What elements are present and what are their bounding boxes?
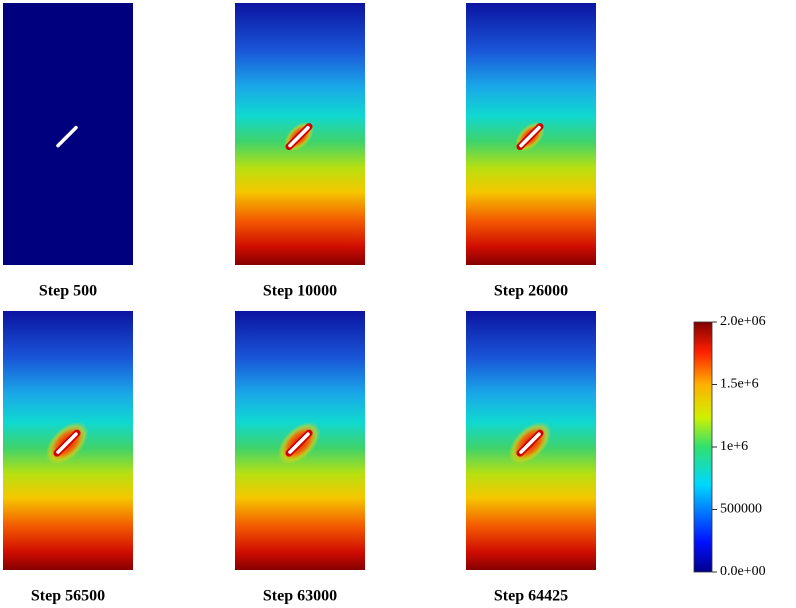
crack <box>288 125 310 148</box>
panel-label: Step 500 <box>39 283 97 300</box>
panel-label: Step 56500 <box>31 588 105 605</box>
crack <box>288 432 310 454</box>
colorbar-tick-label: 1e+6 <box>720 439 748 454</box>
panel <box>466 311 596 570</box>
panel <box>235 3 365 265</box>
panel-label: Step 63000 <box>263 588 337 605</box>
panel <box>466 3 596 265</box>
panel-label: Step 64425 <box>494 588 568 605</box>
colorbar-tick-label: 0.0e+00 <box>720 564 766 579</box>
crack <box>56 125 78 148</box>
colorbar-tick-label: 2.0e+06 <box>720 314 766 329</box>
panel <box>3 3 133 265</box>
panel <box>235 311 365 570</box>
panel-label: Step 26000 <box>494 283 568 300</box>
crack <box>519 432 541 454</box>
crack <box>56 432 78 454</box>
panel <box>3 311 133 570</box>
colorbar-tick-label: 500000 <box>720 502 762 517</box>
crack <box>519 125 541 148</box>
colorbar-tick-label: 1.5e+6 <box>720 377 759 392</box>
panel-label: Step 10000 <box>263 283 337 300</box>
colorbar <box>693 321 713 573</box>
